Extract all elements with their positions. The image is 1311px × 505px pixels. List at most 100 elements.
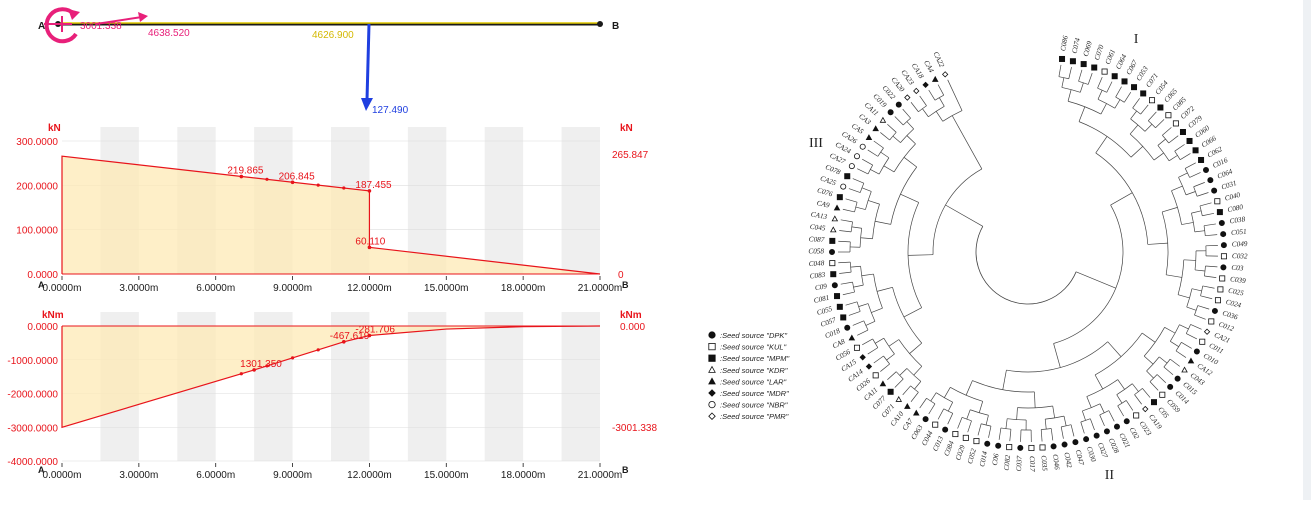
- leaf-marker-icon: [845, 174, 850, 179]
- leaf-marker-icon: [1112, 74, 1117, 79]
- leaf-marker-icon: [1062, 442, 1067, 447]
- moment-marker-point: [291, 356, 294, 359]
- dendrogram-branch: [1079, 70, 1082, 82]
- leaf-marker-icon: [1084, 437, 1089, 442]
- dendrogram-branch: [1096, 136, 1107, 153]
- axial-force-arrowhead-icon: [138, 12, 148, 22]
- leaf-label: C042: [1062, 452, 1073, 469]
- leaf-marker-icon: [985, 441, 990, 446]
- dendrogram-branch: [967, 410, 970, 419]
- moment-right-max: 0.000: [620, 322, 645, 333]
- support-b-marker: [597, 21, 603, 27]
- moment-unit-left: kNm: [42, 310, 64, 321]
- leaf-marker-icon: [849, 335, 854, 340]
- leaf-label: C032: [1232, 252, 1248, 260]
- leaf-label: CA13: [810, 210, 828, 221]
- dendrogram-branch: [1176, 351, 1186, 358]
- dendrogram-branch: [862, 274, 874, 276]
- leaf-marker-icon: [1059, 56, 1064, 61]
- legend-marker-icon: [709, 390, 715, 396]
- leaf-marker-icon: [888, 110, 893, 115]
- leaf-marker-icon: [914, 88, 919, 93]
- dendrogram-branch: [948, 80, 962, 111]
- leaf-marker-icon: [1104, 429, 1109, 434]
- dendrogram-branch: [1062, 78, 1064, 88]
- dendrogram-branch: [1178, 295, 1190, 298]
- dendrogram-branch: [1082, 411, 1085, 420]
- leaf-label: C049: [1232, 240, 1248, 249]
- dendrogram-branch: [1204, 224, 1216, 226]
- cluster-label: III: [809, 136, 823, 151]
- dendrogram-branch: [920, 398, 927, 408]
- dendrogram-branch: [1186, 334, 1197, 339]
- dendrogram-branch: [1051, 428, 1053, 440]
- leaf-marker-icon: [1070, 59, 1075, 64]
- dendrogram-branch: [1180, 153, 1190, 159]
- leaf-marker-icon: [1198, 157, 1203, 162]
- leaf-marker-icon: [905, 404, 910, 409]
- shear-grid-band: [485, 127, 523, 274]
- leaf-marker-icon: [866, 135, 871, 140]
- leaf-marker-icon: [1131, 85, 1136, 90]
- leaf-marker-icon: [914, 410, 919, 415]
- leaf-marker-icon: [860, 144, 865, 149]
- moment-end-label-b: B: [622, 465, 629, 475]
- leaf-label: C029: [954, 444, 967, 462]
- dendrogram-branch: [948, 402, 952, 411]
- leaf-marker-icon: [1029, 445, 1034, 450]
- shear-end-label-b: B: [622, 280, 629, 290]
- moment-xtick-label: 9.0000m: [273, 470, 312, 481]
- leaf-marker-icon: [1141, 91, 1146, 96]
- leaf-label: C027: [1096, 442, 1109, 460]
- leaf-marker-icon: [860, 355, 865, 360]
- leaf-label: C036: [1221, 309, 1239, 321]
- dendrogram-branch: [889, 340, 899, 347]
- bending-moment-chart: 1301.350-467.619-281.706 0.0000-1000.000…: [7, 310, 657, 481]
- shear-marker-point: [265, 178, 268, 181]
- shear-xtick-label: 12.0000m: [347, 283, 391, 294]
- leaf-label: C070: [1093, 43, 1106, 61]
- leaf-marker-icon: [933, 77, 938, 82]
- dendrogram-branch: [887, 354, 895, 360]
- dendrogram-branch: [1165, 327, 1176, 333]
- dendrogram-branch: [1175, 144, 1185, 151]
- dendrogram-branch: [838, 241, 850, 242]
- leaf-marker-icon: [832, 216, 837, 221]
- dendrogram-branch: [1147, 371, 1154, 378]
- dendrogram-branch: [1133, 98, 1140, 108]
- dendrogram-branch: [1150, 382, 1158, 391]
- leaf-marker-icon: [1092, 65, 1097, 70]
- dendrogram-branch: [874, 141, 884, 148]
- dendrogram-branch: [1109, 411, 1114, 422]
- dendrogram-branch: [907, 136, 916, 144]
- leaf-marker-icon: [830, 238, 835, 243]
- leaf-label: C069: [1082, 40, 1094, 58]
- dendrogram-branch: [938, 85, 944, 96]
- dendrogram-branch: [870, 169, 879, 174]
- dendrogram-branch: [1141, 105, 1149, 114]
- moment-ytick-label: -1000.0000: [7, 356, 58, 367]
- dendrogram-branch: [908, 255, 933, 256]
- leaf-marker-icon: [830, 261, 835, 266]
- leaf-label: C03: [1231, 264, 1244, 273]
- dendrogram-branch: [1145, 124, 1152, 131]
- leaf-marker-icon: [905, 95, 910, 100]
- leaf-label: C06: [991, 453, 1001, 466]
- load-end-label-b: B: [612, 21, 619, 32]
- dendrogram-branch: [1135, 395, 1142, 405]
- dendrogram-branch: [1162, 207, 1177, 212]
- leaf-marker-icon: [1168, 384, 1173, 389]
- dendrogram-branch: [1088, 73, 1092, 84]
- dendrogram-branch: [1034, 392, 1035, 408]
- dendrogram-branch: [880, 132, 889, 140]
- beam-analysis-svg: A B 3001.338 4638.520 4626.900 127.490: [0, 0, 660, 500]
- cluster-label: II: [1105, 468, 1115, 483]
- shear-unit-right: kN: [620, 123, 633, 134]
- dendrogram-branch: [1181, 342, 1191, 348]
- legend-marker-icon: [709, 355, 715, 361]
- leaf-marker-icon: [873, 126, 878, 131]
- leaf-marker-icon: [841, 315, 846, 320]
